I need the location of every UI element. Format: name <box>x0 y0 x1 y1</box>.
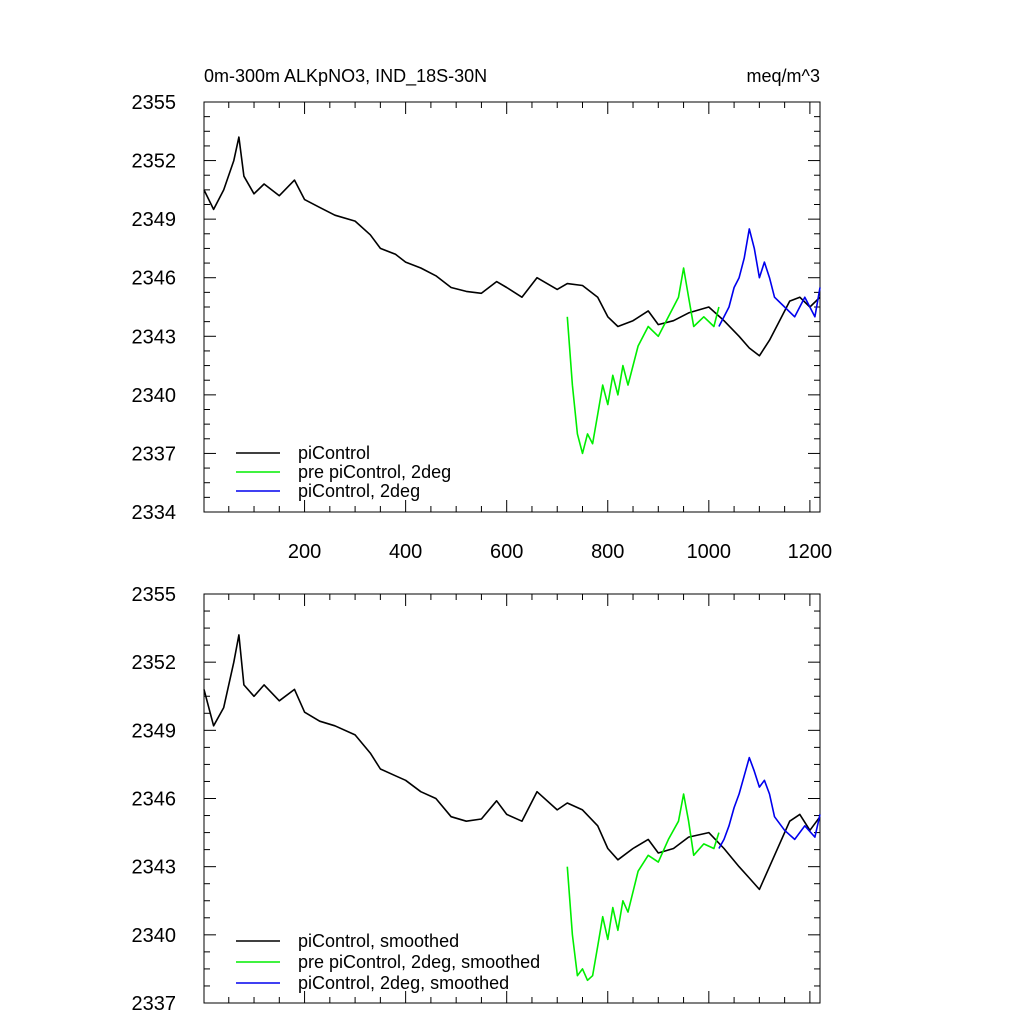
y-tick-label: 2349 <box>132 720 177 742</box>
legend-label: piControl, 2deg <box>298 481 420 501</box>
y-tick-label: 2340 <box>132 385 177 407</box>
y-tick-label: 2355 <box>132 92 177 114</box>
series-line-1 <box>203 136 821 357</box>
y-tick-label: 2352 <box>132 652 177 674</box>
top-panel: 2334 2337 2340 2343 2346 2349 2352 2355 200 400 60… <box>132 92 833 563</box>
y-tick-label: 2337 <box>132 443 177 465</box>
x-tick-label: 400 <box>389 541 422 563</box>
y-tick-label: 2343 <box>132 326 177 348</box>
y-tick-label: 2337 <box>132 993 177 1015</box>
x-tick-label: 200 <box>288 541 321 563</box>
y-tick-label: 2334 <box>132 502 177 524</box>
series-line-3 <box>718 228 821 327</box>
y-tick-label: 2340 <box>132 925 177 947</box>
plot-frame <box>203 101 821 513</box>
legend-label: pre piControl, 2deg, smoothed <box>298 952 540 972</box>
series-line-1 <box>203 634 821 891</box>
legend-label: piControl, 2deg, smoothed <box>298 973 509 993</box>
x-tick-label: 600 <box>490 541 523 563</box>
x-tick-label: 800 <box>591 541 624 563</box>
chart-title: 0m-300m ALKpNO3, IND_18S-30N <box>204 66 487 87</box>
x-tick-label: 1200 <box>788 541 833 563</box>
bottom-panel: 2337 2340 2343 2346 2349 2352 2355 piControl, s… <box>132 584 821 1015</box>
y-tick-label: 2352 <box>132 151 177 173</box>
series-line-2 <box>566 267 720 455</box>
y-tick-label: 2349 <box>132 209 177 231</box>
legend-label: piControl <box>298 443 370 463</box>
legend-label: piControl, smoothed <box>298 931 459 951</box>
x-tick-label: 1000 <box>687 541 732 563</box>
y-tick-label: 2346 <box>132 789 177 811</box>
y-tick-label: 2346 <box>132 268 177 290</box>
y-tick-label: 2343 <box>132 857 177 879</box>
plot-frame <box>203 593 821 1004</box>
y-tick-label: 2355 <box>132 584 177 606</box>
series-line-2 <box>566 793 720 982</box>
series-line-3 <box>718 756 821 849</box>
legend-label: pre piControl, 2deg <box>298 462 451 482</box>
units-label: meq/m^3 <box>747 66 820 86</box>
